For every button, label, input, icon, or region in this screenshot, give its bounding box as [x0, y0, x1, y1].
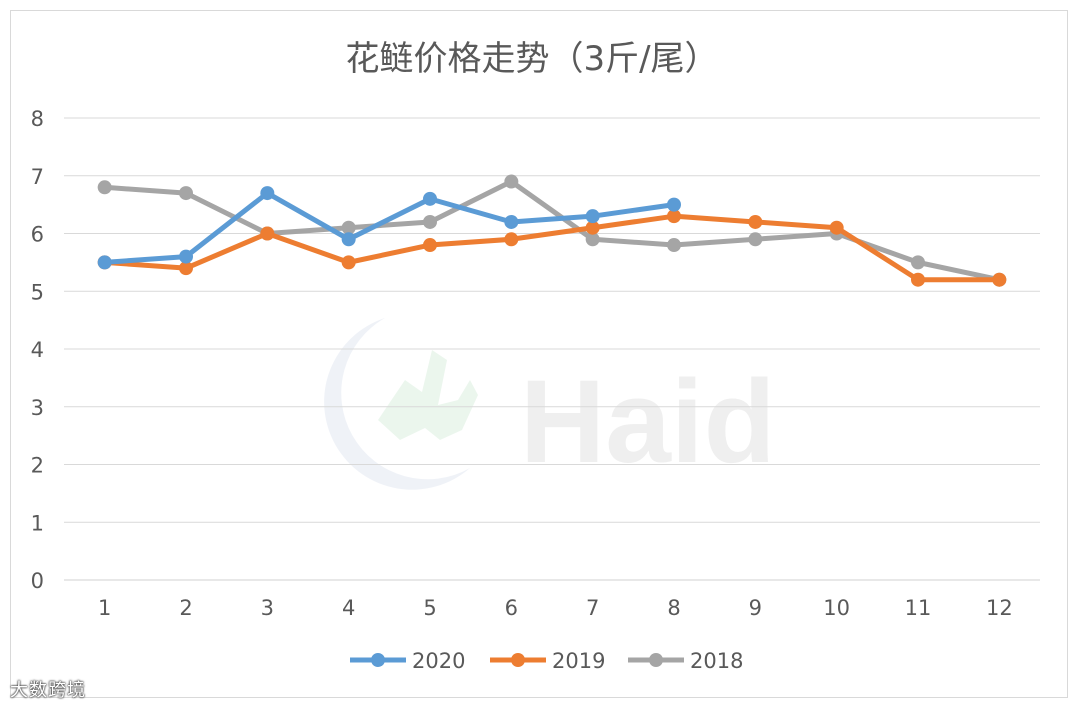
haid-watermark: Haid: [324, 318, 776, 490]
data-point: [585, 232, 600, 247]
y-tick-label: 5: [31, 280, 44, 304]
y-tick-label: 2: [31, 454, 44, 478]
data-point: [179, 249, 193, 264]
data-point: [97, 255, 112, 270]
legend-marker: [511, 653, 525, 667]
data-point: [341, 232, 356, 247]
data-point: [179, 261, 193, 276]
series-line: [102, 179, 1002, 283]
data-point: [97, 180, 112, 195]
series-2018: [97, 174, 1007, 287]
y-tick-label: 7: [31, 165, 44, 189]
legend-label: 2019: [552, 649, 605, 673]
data-point: [585, 209, 600, 224]
corner-watermark: 大数跨境: [10, 680, 86, 701]
x-tick-label: 5: [423, 596, 436, 620]
x-tick-label: 4: [342, 596, 355, 620]
x-tick-label: 11: [905, 596, 932, 620]
data-point: [423, 214, 437, 229]
data-point: [341, 220, 356, 235]
legend-item-2019: 2019: [490, 649, 605, 673]
legend-marker: [649, 653, 663, 667]
data-point: [423, 238, 437, 253]
x-tick-label: 9: [749, 596, 762, 620]
x-tick-label: 8: [667, 596, 680, 620]
y-tick-label: 3: [31, 396, 44, 420]
y-tick-label: 1: [31, 511, 44, 535]
data-point: [585, 220, 600, 235]
data-point: [179, 186, 193, 201]
data-point: [667, 238, 681, 253]
y-tick-label: 6: [31, 223, 44, 247]
x-tick-label: 3: [261, 596, 274, 620]
chart-title: 花鲢价格走势（3斤/尾）: [345, 39, 718, 79]
data-point: [667, 209, 681, 224]
data-point: [504, 174, 519, 189]
legend-item-2020: 2020: [350, 649, 465, 673]
legend-marker: [371, 653, 385, 667]
legend-label: 2020: [412, 649, 465, 673]
data-point: [992, 272, 1007, 287]
watermark-leaf: [378, 350, 478, 440]
data-point: [748, 232, 763, 247]
data-point: [504, 232, 519, 247]
data-point: [748, 214, 763, 229]
x-tick-label: 10: [823, 596, 850, 620]
data-point: [667, 197, 681, 212]
data-point: [911, 255, 925, 270]
y-tick-label: 8: [31, 107, 44, 131]
y-tick-label: 4: [31, 338, 44, 362]
x-tick-label: 7: [586, 596, 599, 620]
data-point: [423, 191, 437, 206]
data-point: [341, 255, 356, 270]
watermark-text: Haid: [520, 356, 776, 488]
y-tick-label: 0: [31, 569, 44, 593]
data-point: [911, 272, 925, 287]
series-2020: [97, 186, 681, 270]
legend-label: 2018: [690, 649, 743, 673]
data-point: [260, 186, 275, 201]
x-tick-label: 6: [505, 596, 518, 620]
series-line: [102, 213, 1002, 283]
series-line: [102, 190, 677, 265]
x-tick-label: 2: [179, 596, 192, 620]
data-point: [829, 220, 844, 235]
data-point: [504, 214, 519, 229]
data-point: [260, 226, 275, 241]
legend-item-2018: 2018: [628, 649, 743, 673]
x-tick-label: 1: [98, 596, 111, 620]
chart-frame: [10, 10, 1068, 698]
x-tick-label: 12: [986, 596, 1013, 620]
